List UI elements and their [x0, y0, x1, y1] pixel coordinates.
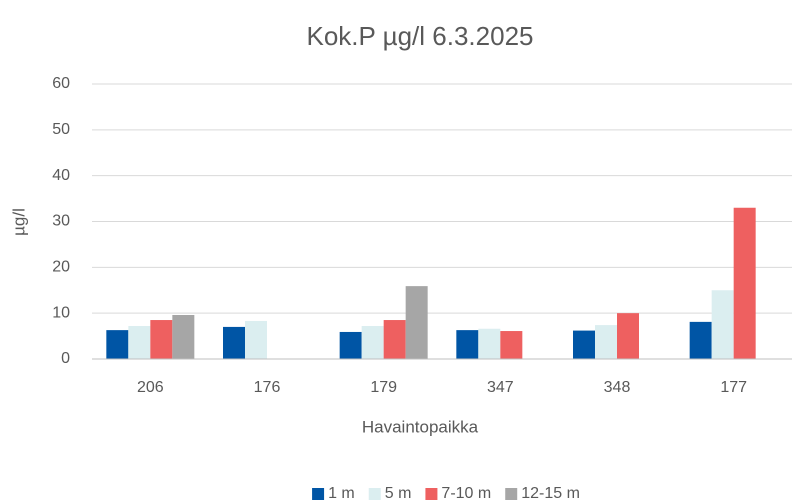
legend-label: 1 m [328, 485, 355, 502]
chart-title: Kok.P µg/l 6.3.2025 [307, 21, 534, 51]
y-tick-label: 10 [52, 304, 70, 321]
legend-label: 5 m [385, 485, 412, 502]
x-tick-label: 206 [137, 379, 164, 396]
bar [172, 315, 195, 359]
x-tick-label: 348 [604, 379, 631, 396]
y-tick-label: 20 [52, 259, 70, 276]
legend-label: 12-15 m [521, 485, 580, 502]
y-tick-label: 60 [52, 75, 70, 92]
bar [405, 286, 428, 359]
legend-label: 7-10 m [441, 485, 491, 502]
bar [223, 326, 245, 359]
bar [456, 330, 479, 359]
x-tick-label: 176 [254, 379, 281, 396]
bar [478, 328, 501, 359]
bar [733, 207, 756, 359]
bar [150, 320, 173, 359]
legend-swatch [312, 488, 325, 500]
bar [617, 313, 639, 359]
x-tick-label: 179 [370, 379, 397, 396]
bar [106, 330, 129, 359]
y-tick-label: 40 [52, 167, 70, 184]
legend-swatch [368, 488, 381, 500]
bar [339, 331, 362, 359]
bar [128, 326, 151, 359]
y-tick-label: 0 [61, 350, 70, 367]
legend-swatch [505, 488, 518, 500]
bar [689, 321, 712, 359]
x-tick-label: 347 [487, 379, 514, 396]
bar [361, 326, 384, 359]
bar [245, 320, 267, 359]
bar [573, 330, 595, 359]
y-tick-label: 30 [52, 213, 70, 230]
y-axis-label: µg/l [9, 208, 28, 236]
bar [500, 331, 523, 359]
legend-swatch [425, 488, 438, 500]
y-tick-label: 50 [52, 121, 70, 138]
bar [383, 320, 406, 359]
x-axis-label: Havaintopaikka [362, 417, 479, 436]
bar [711, 290, 734, 359]
x-tick-label: 177 [720, 379, 747, 396]
bar [595, 325, 617, 359]
